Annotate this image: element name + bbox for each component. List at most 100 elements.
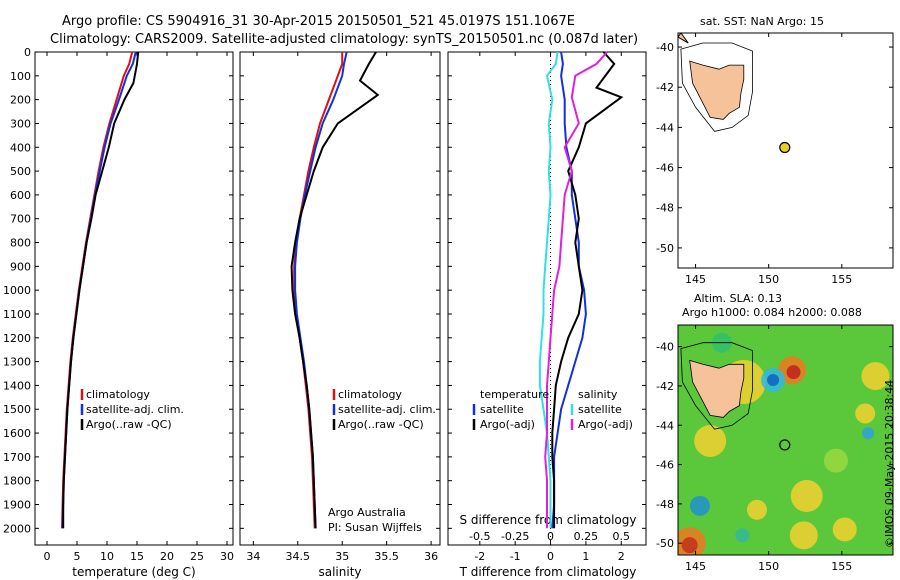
profile-line-0 [61, 51, 134, 529]
depth-tick-label: 1500 [3, 403, 31, 416]
lat-tick-label: -46 [656, 162, 674, 175]
credit-line2: PI: Susan Wijffels [328, 521, 422, 534]
depth-tick-label: 1200 [3, 332, 31, 345]
sst-map-title: sat. SST: NaN Argo: 15 [700, 15, 824, 28]
depth-tick-label: 2000 [3, 522, 31, 535]
mainland-fragment [678, 33, 689, 44]
x-tick-label: 0 [44, 550, 51, 563]
profile-line-1 [61, 51, 137, 529]
legend-label: satellite [578, 403, 622, 416]
sla-anomaly-blob [735, 528, 750, 543]
x-tick-label: 1 [582, 550, 589, 563]
depth-tick-label: 1700 [3, 451, 31, 464]
depth-tick-label: 1000 [3, 284, 31, 297]
continental-shelf-contour [680, 342, 753, 430]
x-tick-label: -1 [510, 550, 521, 563]
legend-label: satellite [480, 403, 524, 416]
x-tick-label: 20 [160, 550, 174, 563]
s-diff-tick-label: 0 [547, 530, 554, 543]
sla-anomaly-blob [694, 424, 727, 457]
depth-tick-label: 800 [10, 237, 31, 250]
sla-anomaly-blob [823, 448, 848, 473]
legend-label: Argo(..raw -QC) [338, 418, 424, 431]
legend-label: Argo(-adj) [578, 418, 633, 431]
s-diff-tick-label: 0.25 [574, 530, 599, 543]
depth-tick-label: 700 [10, 213, 31, 226]
profile-line-1 [551, 51, 624, 529]
x-tick-label: 36 [424, 550, 438, 563]
t-difference-x-label: T difference from climatology [459, 565, 637, 579]
sla-anomaly-blob [746, 499, 767, 520]
legend-heading: salinity [578, 388, 618, 401]
lon-tick-label: 145 [685, 273, 706, 286]
sla-anomaly-blob [767, 374, 780, 387]
lat-tick-label: -40 [656, 341, 674, 354]
tasmania-landmass [689, 359, 745, 418]
legend-label: Argo(..raw -QC) [86, 418, 172, 431]
temperature-x-label: temperature (deg C) [72, 565, 195, 579]
x-tick-label: 35.5 [374, 550, 399, 563]
lon-tick-label: 150 [758, 560, 779, 573]
map-content [678, 33, 791, 154]
lat-tick-label: -40 [656, 41, 674, 54]
sla-map-title-line2: Argo h1000: 0.084 h2000: 0.088 [682, 306, 862, 319]
map-frame [677, 32, 894, 269]
sla-map-title-line1: Altim. SLA: 0.13 [694, 292, 782, 305]
x-tick-label: 34 [246, 550, 260, 563]
argo-float-marker [779, 439, 791, 451]
x-tick-label: 2 [618, 550, 625, 563]
x-tick-label: 5 [74, 550, 81, 563]
lon-tick-label: 155 [831, 560, 852, 573]
sla-anomaly-blob [790, 480, 823, 513]
depth-tick-label: 1300 [3, 356, 31, 369]
sst-map-panel: sat. SST: NaN Argo: 15 -40 -42 -44 -46 -48 -5… [656, 15, 894, 286]
x-tick-label: 0 [547, 550, 554, 563]
profile-line-2 [290, 51, 380, 529]
lat-tick-label: -44 [656, 419, 674, 432]
sla-anomaly-blob [689, 495, 710, 516]
sla-anomaly-blob [786, 365, 801, 380]
depth-tick-label: 300 [10, 117, 31, 130]
sla-anomaly-blob [789, 521, 818, 550]
profile-line-3 [544, 51, 608, 529]
temperature-profile-panel: temperature (deg C) 01002003004005006007… [3, 46, 234, 579]
x-tick-label: 10 [100, 550, 114, 563]
figure-title-line1: Argo profile: CS 5904916_31 30-Apr-2015 … [62, 14, 575, 29]
x-tick-label: 35 [335, 550, 349, 563]
legend-label: satellite-adj. clim. [86, 403, 184, 416]
lat-tick-label: -44 [656, 121, 674, 134]
s-diff-tick-label: -0.25 [501, 530, 529, 543]
lat-tick-label: -46 [656, 459, 674, 472]
legend-label: satellite-adj. clim. [338, 403, 436, 416]
profile-line-2 [62, 51, 140, 529]
continental-shelf-contour [680, 42, 753, 132]
figure-title-line2: Climatology: CARS2009. Satellite-adjuste… [50, 32, 638, 47]
sla-anomaly-blob [862, 427, 875, 440]
lat-tick-label: -42 [656, 81, 674, 94]
x-tick-label: 30 [220, 550, 234, 563]
lat-tick-label: -50 [656, 242, 674, 255]
x-tick-label: 25 [190, 550, 204, 563]
lat-tick-label: -50 [656, 537, 674, 550]
depth-tick-label: 200 [10, 94, 31, 107]
legend-label: climatology [338, 388, 402, 401]
depth-tick-label: 1900 [3, 499, 31, 512]
lon-tick-label: 155 [831, 273, 852, 286]
depth-tick-label: 0 [24, 46, 31, 59]
depth-tick-label: 1600 [3, 427, 31, 440]
salinity-x-label: salinity [318, 565, 361, 579]
tasmania-landmass [689, 60, 745, 120]
s-diff-tick-label: -0.5 [469, 530, 490, 543]
profile-line-2 [538, 51, 559, 529]
profile-line-0 [551, 51, 587, 529]
x-tick-label: 15 [130, 550, 144, 563]
map-frame [677, 324, 894, 556]
lat-tick-label: -48 [656, 498, 674, 511]
salinity-profile-panel: salinity Argo Australia PI: Susan Wijffe… [239, 51, 441, 579]
credit-line1: Argo Australia [328, 506, 406, 519]
lon-tick-label: 150 [758, 273, 779, 286]
depth-tick-label: 1800 [3, 475, 31, 488]
depth-tick-label: 400 [10, 141, 31, 154]
imos-watermark: ©IMOS 09-May-2015 20:38:44 [883, 380, 896, 548]
depth-tick-label: 500 [10, 165, 31, 178]
